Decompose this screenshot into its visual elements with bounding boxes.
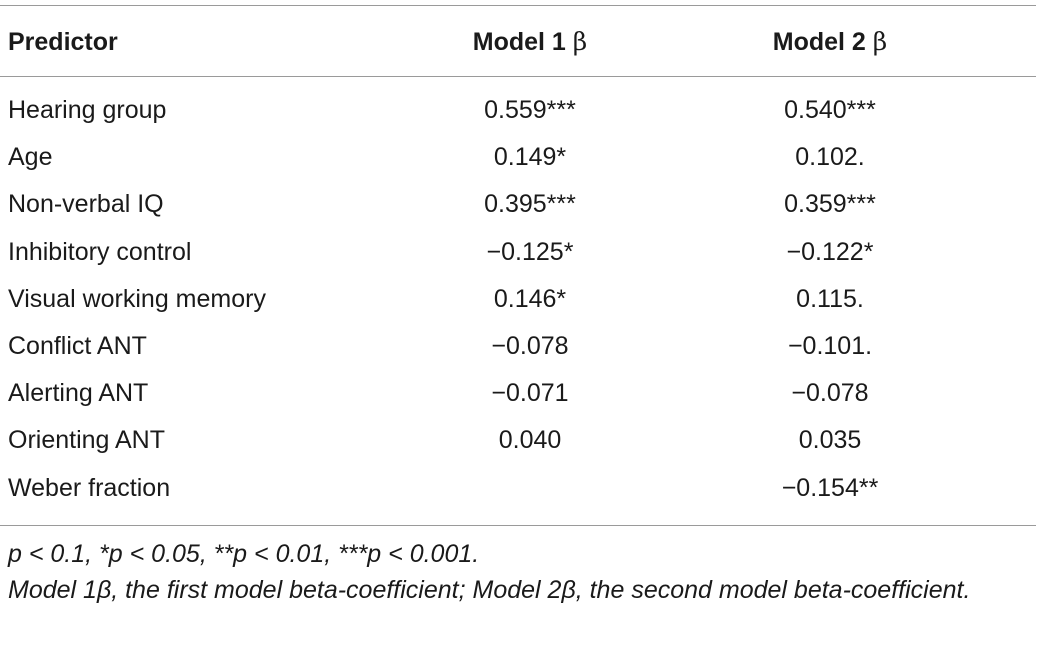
table-footnotes: p < 0.1, *p < 0.05, **p < 0.01, ***p < 0… [8,536,1034,608]
predictor-cell: Weber fraction [8,473,171,502]
model2-cell: −0.078 [791,379,869,408]
significance-footnote: p < 0.1, *p < 0.05, **p < 0.01, ***p < 0… [8,540,480,568]
table-header-row: Predictor Model 1 β Model 2 β [0,24,1036,60]
table-row: Visual working memory 0.146* 0.115. [0,281,1036,328]
model1-cell: 0.559*** [484,96,576,124]
table-row: Conflict ANT −0.078 −0.101. [0,328,1036,375]
table-body: Hearing group 0.559*** 0.540*** Age 0.14… [0,92,1036,517]
definition-footnote: Model 1β, the first model beta-coefficie… [8,576,971,604]
model1-cell: −0.078 [491,331,569,360]
table-row: Hearing group 0.559*** 0.540*** [0,92,1036,139]
header-predictor: Predictor [8,28,118,56]
header-model2-label: Model 2 [772,28,866,56]
model2-cell: −0.101. [787,331,873,360]
header-model1: Model 1 β [410,24,650,60]
table-top-rule [0,5,1036,6]
model2-cell: 0.540*** [784,96,876,124]
model1-cell: −0.125* [486,237,574,266]
header-model1-beta: β [572,27,588,56]
predictor-cell: Alerting ANT [8,379,149,408]
predictor-cell: Age [8,143,53,172]
model1-cell: 0.395*** [484,190,576,219]
model1-cell: 0.040 [498,426,562,455]
model2-cell: 0.115. [796,284,864,313]
table-row: Alerting ANT −0.071 −0.078 [0,375,1036,422]
table-row: Age 0.149* 0.102. [0,139,1036,186]
header-model1-label: Model 1 [472,28,566,56]
predictor-cell: Non-verbal IQ [8,190,164,219]
table-row: Non-verbal IQ 0.395*** 0.359*** [0,186,1036,233]
table-row: Weber fraction −0.154** [0,470,1036,517]
model2-cell: 0.102. [795,143,865,172]
model2-cell: 0.359*** [784,190,876,219]
header-model2-beta: β [872,27,888,56]
table-bottom-rule [0,525,1036,526]
model1-cell: −0.071 [491,379,569,408]
predictor-cell: Conflict ANT [8,331,147,360]
model1-cell: 0.146* [493,284,567,313]
model1-cell: 0.149* [493,143,567,172]
table-header-rule [0,76,1036,77]
predictor-cell: Hearing group [8,96,167,124]
predictor-cell: Orienting ANT [8,426,166,455]
predictor-cell: Inhibitory control [8,237,192,266]
model2-cell: −0.122* [786,237,874,266]
model2-cell: −0.154** [781,473,879,502]
header-model2: Model 2 β [710,24,950,60]
predictor-cell: Visual working memory [8,284,266,313]
model2-cell: 0.035 [798,426,862,455]
table-row: Inhibitory control −0.125* −0.122* [0,234,1036,281]
table-row: Orienting ANT 0.040 0.035 [0,422,1036,469]
